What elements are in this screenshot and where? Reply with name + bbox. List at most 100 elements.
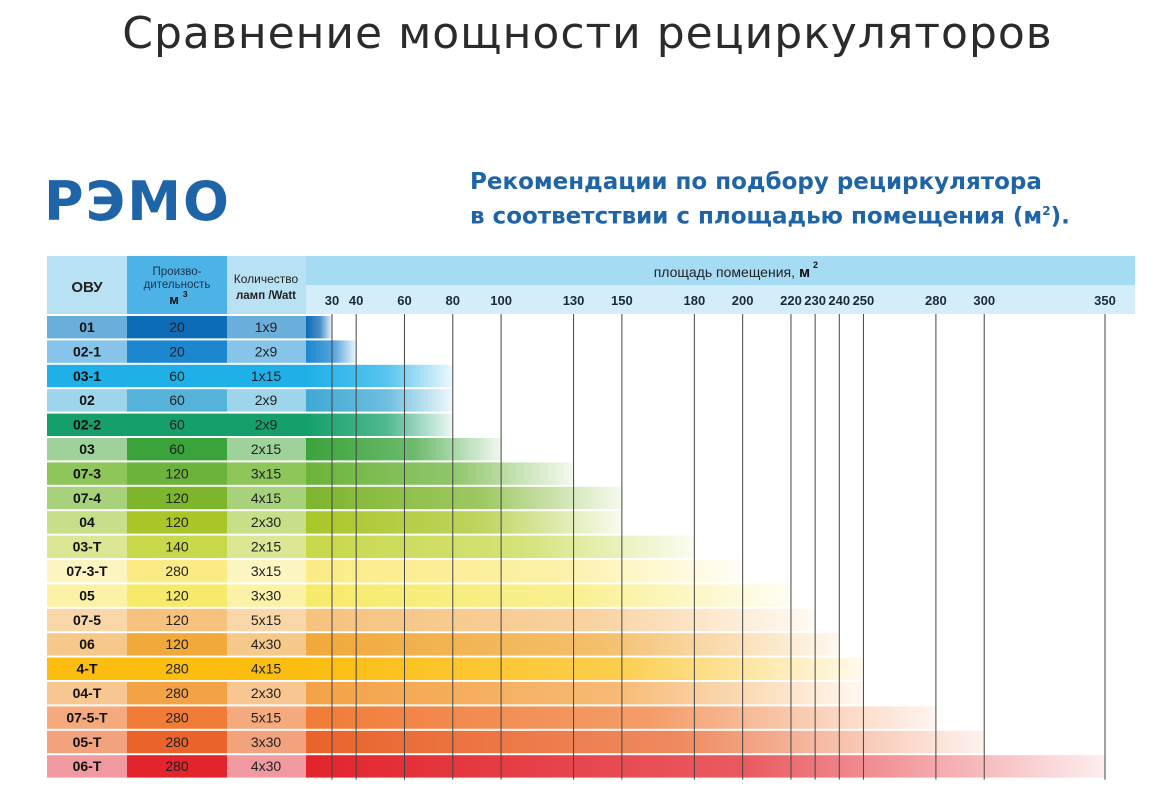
row-area-bar (306, 657, 864, 680)
row-model-label: 06-Т (73, 758, 102, 774)
header-area-bg (306, 256, 1135, 285)
row-performance-cell (127, 755, 227, 778)
row-model-label: 04-Т (73, 685, 102, 701)
header-model-bg (47, 256, 127, 314)
row-model-label: 07-5-Т (66, 709, 108, 725)
x-tick-label: 250 (853, 293, 875, 308)
row-area-bar (306, 730, 985, 754)
row-model-cell (47, 413, 127, 436)
row-lamps-cell (227, 682, 306, 705)
row-performance-cell (127, 706, 227, 729)
row-performance-cell (127, 413, 227, 436)
row-lamps-cell (227, 389, 306, 412)
row-model-label: 07-5 (73, 612, 101, 628)
row-lamps-value: 2x30 (251, 514, 282, 530)
row-lamps-cell (227, 413, 306, 436)
row-model-cell (47, 730, 127, 754)
row-model-cell (47, 755, 127, 778)
row-area-bar (306, 413, 453, 436)
x-axis-unit-sup: 2 (813, 260, 818, 270)
x-tick-label: 180 (683, 293, 705, 308)
row-performance-value: 280 (165, 685, 189, 701)
row-performance-cell (127, 608, 227, 632)
row-area-bar (306, 462, 574, 485)
row-lamps-cell (227, 657, 306, 680)
remo-logo: РЭМО (44, 170, 231, 233)
row-area-bar (306, 486, 622, 510)
row-lamps-cell (227, 535, 306, 558)
x-tick-label: 30 (325, 293, 339, 308)
row-performance-value: 280 (165, 661, 189, 677)
row-performance-cell (127, 584, 227, 607)
row-model-label: 05 (79, 587, 95, 603)
row-model-cell (47, 438, 127, 461)
row-performance-value: 280 (165, 758, 189, 774)
row-model-cell (47, 340, 127, 363)
row-lamps-cell (227, 584, 306, 607)
row-performance-cell (127, 389, 227, 412)
x-tick-label: 240 (828, 293, 850, 308)
row-model-label: 02-2 (73, 417, 101, 433)
row-lamps-value: 2x30 (251, 685, 282, 701)
row-model-cell (47, 584, 127, 607)
x-axis-unit: м (799, 264, 810, 281)
x-tick-label: 300 (973, 293, 995, 308)
row-lamps-value: 3x15 (251, 563, 282, 579)
row-model-label: 07-3 (73, 465, 101, 481)
row-performance-value: 280 (165, 734, 189, 750)
row-performance-cell (127, 438, 227, 461)
row-lamps-value: 2x9 (255, 343, 278, 359)
row-model-cell (47, 511, 127, 534)
row-lamps-cell (227, 706, 306, 729)
row-area-bar (306, 340, 357, 363)
row-lamps-cell (227, 755, 306, 778)
row-lamps-value: 4x15 (251, 490, 282, 506)
row-area-bar (306, 584, 791, 607)
row-area-bar (306, 438, 502, 461)
row-model-cell (47, 608, 127, 632)
row-model-label: 02-1 (73, 343, 101, 359)
row-model-cell (47, 316, 127, 339)
header-lamps-bg (227, 256, 306, 314)
row-area-bar (306, 511, 622, 534)
row-lamps-value: 5x15 (251, 612, 282, 628)
row-lamps-value: 3x30 (251, 734, 282, 750)
heading-superscript: 2 (1042, 204, 1051, 218)
header-lamps-line2: ламп /Watt (236, 290, 296, 302)
row-model-label: 02 (79, 392, 95, 408)
row-performance-value: 20 (169, 343, 185, 359)
row-performance-cell (127, 340, 227, 363)
row-performance-value: 120 (165, 490, 189, 506)
row-lamps-value: 4x15 (251, 661, 282, 677)
row-model-cell (47, 633, 127, 656)
row-lamps-cell (227, 730, 306, 754)
row-area-bar (306, 633, 840, 656)
row-performance-value: 60 (169, 392, 185, 408)
row-model-cell (47, 657, 127, 680)
row-lamps-value: 1x9 (255, 319, 278, 335)
row-performance-value: 120 (165, 636, 189, 652)
row-area-bar (306, 608, 816, 632)
row-model-label: 07-4 (73, 490, 101, 506)
row-performance-value: 140 (165, 539, 189, 555)
header-performance-bg (127, 256, 227, 314)
row-lamps-value: 2x9 (255, 417, 278, 433)
x-tick-label: 80 (446, 293, 460, 308)
row-lamps-value: 4x30 (251, 758, 282, 774)
row-model-label: 05-Т (73, 734, 102, 750)
row-lamps-cell (227, 511, 306, 534)
row-lamps-value: 1x15 (251, 368, 282, 384)
page-title: Сравнение мощности рециркуляторов (122, 8, 1053, 59)
row-lamps-cell (227, 486, 306, 510)
row-model-label: 04 (79, 514, 95, 530)
row-performance-cell (127, 462, 227, 485)
row-lamps-cell (227, 608, 306, 632)
row-lamps-cell (227, 340, 306, 363)
row-lamps-cell (227, 462, 306, 485)
row-lamps-value: 3x15 (251, 465, 282, 481)
row-lamps-value: 3x30 (251, 587, 282, 603)
row-area-bar (306, 389, 453, 412)
row-performance-cell (127, 657, 227, 680)
row-model-cell (47, 682, 127, 705)
row-area-bar (306, 755, 1105, 778)
